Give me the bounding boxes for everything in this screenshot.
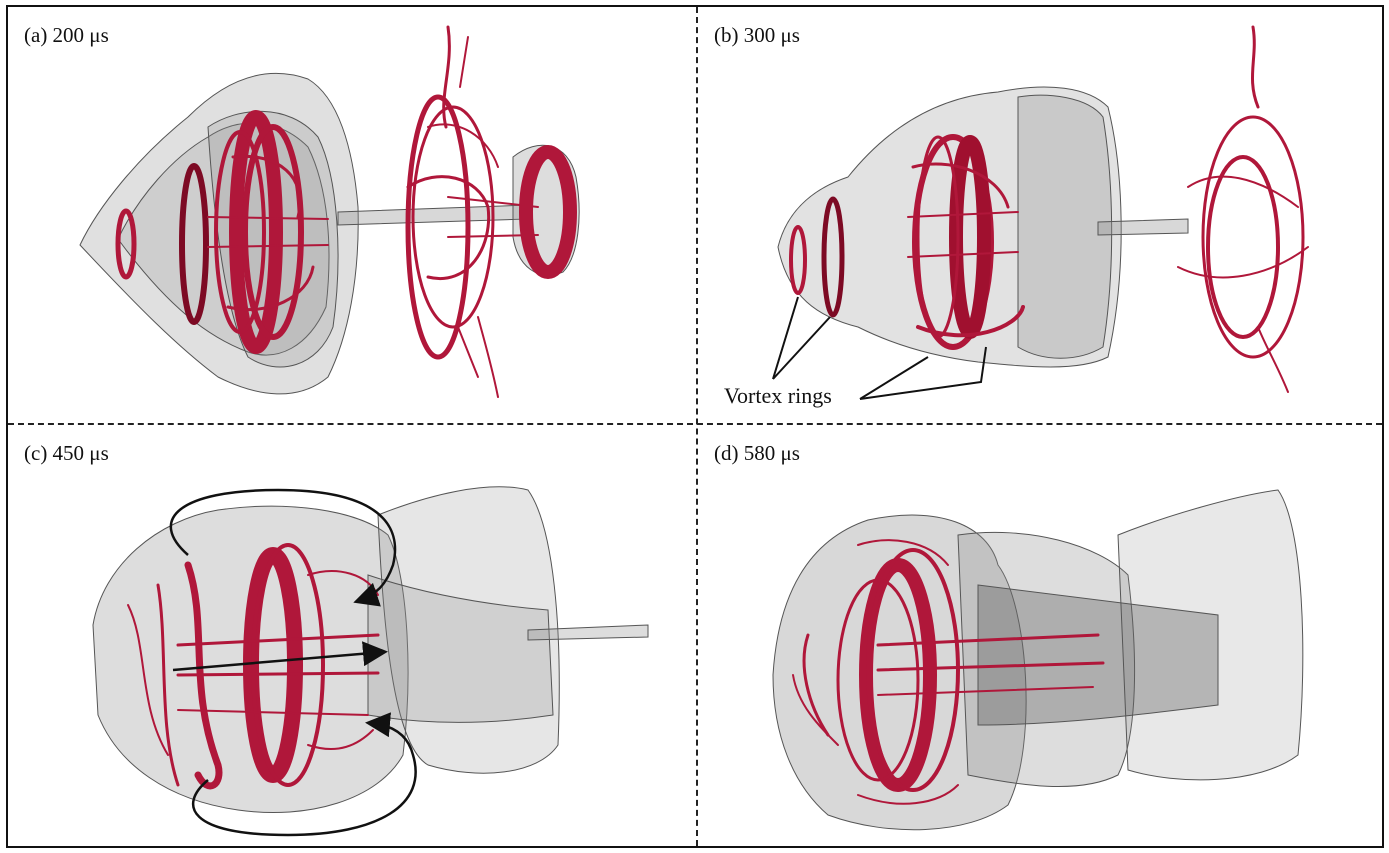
panel-a: (a) 200 μs: [8, 7, 696, 423]
panel-d-render: [772, 489, 1304, 831]
vortex-rings: [792, 539, 1105, 805]
pointer-line-icon: [859, 346, 987, 400]
panel-a-label: (a) 200 μs: [24, 23, 109, 47]
curved-arrow-icon: [191, 712, 417, 837]
panel-b-render: [772, 25, 1309, 400]
panel-b: (b) 300 μs: [698, 7, 1384, 423]
horizontal-divider: [8, 423, 1382, 425]
straight-arrow-icon: [172, 641, 388, 672]
panel-c-render: [92, 486, 649, 837]
panel-b-label: (b) 300 μs: [714, 23, 800, 47]
panel-d: (d) 580 μs: [698, 425, 1384, 848]
vortex-rings: [789, 25, 1309, 393]
panel-c: (c) 450 μs: [8, 425, 696, 848]
pointer-lines: [772, 296, 987, 400]
pointer-line-icon: [772, 316, 831, 380]
panel-a-render: [79, 25, 580, 398]
grey-plume-surface: [772, 489, 1304, 831]
vertical-divider: [696, 7, 698, 846]
figure-frame: (a) 200 μs: [6, 5, 1384, 848]
pointer-line-icon: [859, 356, 929, 400]
grey-plume-surface: [79, 72, 580, 395]
vortex-rings: [115, 25, 577, 398]
pointer-line-icon: [772, 296, 799, 380]
flow-arrows: [169, 488, 417, 837]
panel-d-label: (d) 580 μs: [714, 441, 800, 465]
grey-plume-surface: [92, 486, 649, 813]
curved-arrow-icon: [169, 488, 397, 607]
panel-c-label: (c) 450 μs: [24, 441, 109, 465]
vortex-rings-annotation: Vortex rings: [724, 383, 832, 408]
vortex-rings: [127, 543, 380, 790]
